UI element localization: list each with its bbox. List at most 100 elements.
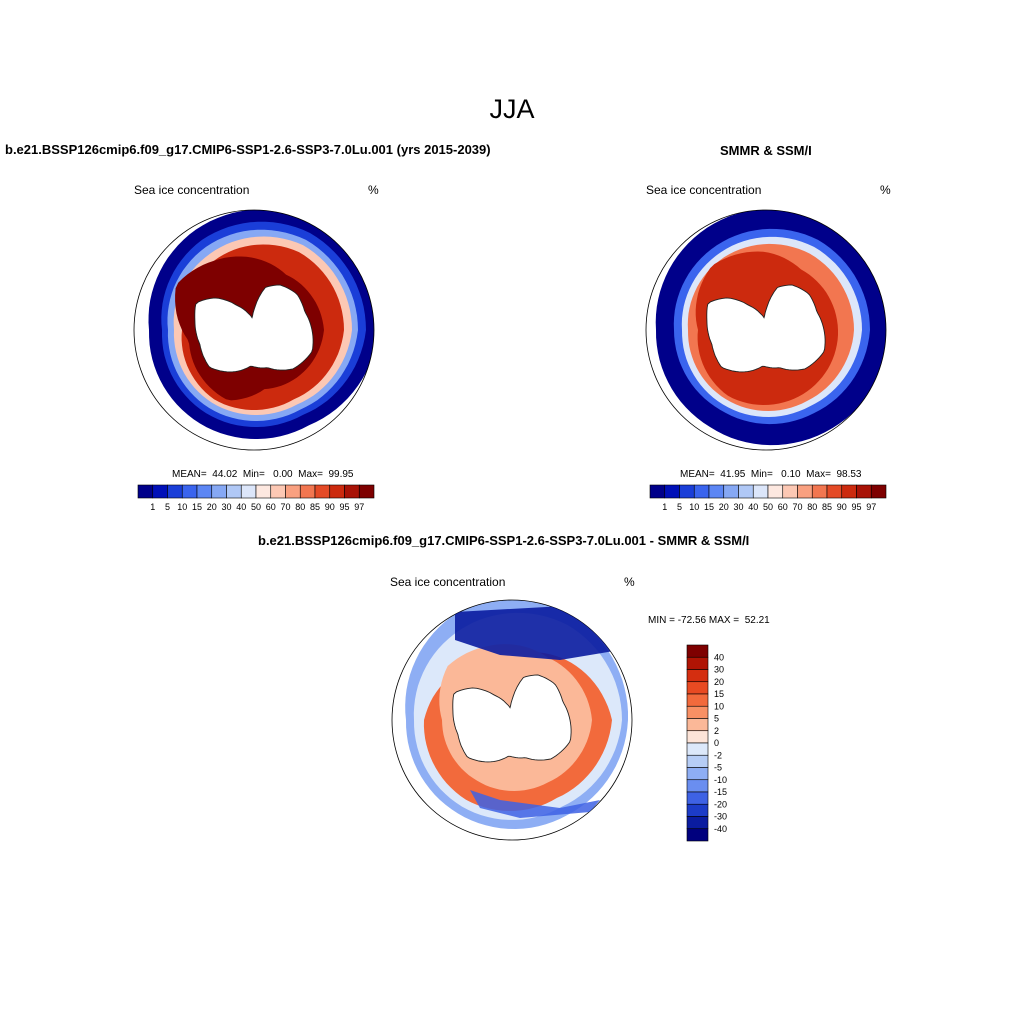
panel2-colorbar-box-11	[797, 484, 813, 499]
panel3-colorbar-tick-label: 30	[714, 665, 724, 675]
panel3-colorbar-box-15	[686, 816, 709, 830]
panel2-colorbar-box-12	[811, 484, 828, 499]
panel2-colorbar-box-1	[649, 484, 666, 499]
panel3-colorbar-tick-label: -30	[714, 812, 727, 822]
panel1-antarctica-outline	[194, 284, 314, 373]
panel3-colorbar-box-7	[686, 718, 709, 732]
panel2-colorbar-box-9	[767, 484, 784, 499]
panel3-colorbar-box-11	[686, 767, 709, 781]
panel2-colorbar-box-3	[679, 484, 695, 499]
panel1-colorbar-tick-label: 20	[207, 502, 217, 512]
panel3-colorbar-box-12	[686, 779, 709, 793]
panel2-colorbar-tick-label: 15	[704, 502, 714, 512]
panel3-antarctica-outline	[452, 674, 572, 763]
panel1-colorbar-tick-label: 1	[150, 502, 155, 512]
panel2-colorbar-box-14	[841, 484, 857, 499]
panel3-variable-label: Sea ice concentration	[390, 575, 506, 589]
panel1-colorbar-box-14	[329, 484, 345, 499]
panel1-colorbar-box-10	[270, 484, 286, 499]
panel1-colorbar-box-11	[285, 484, 301, 499]
panel2-colorbar-tick-label: 1	[662, 502, 667, 512]
panel2-colorbar-box-7	[738, 484, 754, 499]
panel1-colorbar-box-3	[167, 484, 183, 499]
panel2-colorbar-box-8	[752, 484, 769, 499]
panel2-title: SMMR & SSM/I	[720, 143, 812, 158]
panel1-colorbar-tick-label: 85	[310, 502, 320, 512]
panel3-colorbar-box-8	[686, 730, 709, 744]
panel1-colorbar-tick-label: 15	[192, 502, 202, 512]
panel3-colorbar-box-13	[686, 791, 709, 805]
panel2-map	[645, 209, 887, 451]
panel3-stats: MIN = -72.56 MAX = 52.21	[648, 615, 770, 626]
panel2-colorbar-tick-label: 50	[763, 502, 773, 512]
panel3-map	[391, 599, 633, 841]
panel2-colorbar-box-5	[708, 484, 725, 499]
panel2-variable-label: Sea ice concentration	[646, 183, 762, 197]
panel3-colorbar-tick-label: -10	[714, 775, 727, 785]
panel3-colorbar-box-16	[686, 828, 709, 842]
panel1-colorbar-tick-label: 90	[325, 502, 335, 512]
panel3-colorbar-box-9	[686, 742, 709, 756]
panel1-colorbar-box-2	[152, 484, 168, 499]
panel2-colorbar-box-2	[664, 484, 680, 499]
panel1-map-boundary	[133, 209, 375, 451]
panel3-colorbar-tick-label: 0	[714, 738, 719, 748]
panel2-colorbar-tick-label: 95	[851, 502, 861, 512]
panel1-colorbar-box-1	[137, 484, 154, 499]
panel3-colorbar-box-6	[686, 705, 709, 719]
panel1-colorbar-tick-label: 80	[295, 502, 305, 512]
panel3-colorbar-tick-label: 5	[714, 714, 719, 724]
panel2-colorbar-tick-label: 70	[792, 502, 802, 512]
panel1-colorbar-tick-label: 70	[280, 502, 290, 512]
panel2-colorbar-tick-label: 20	[719, 502, 729, 512]
panel1-colorbar-tick-label: 10	[177, 502, 187, 512]
panel3-colorbar-tick-label: -40	[714, 824, 727, 834]
panel3-colorbar-box-2	[686, 656, 709, 670]
panel1-colorbar-tick-label: 60	[266, 502, 276, 512]
panel2-colorbar-tick-label: 97	[866, 502, 876, 512]
panel3-colorbar-tick-label: 20	[714, 677, 724, 687]
panel3-colorbar-box-3	[686, 669, 709, 683]
panel3-colorbar-tick-label: -5	[714, 763, 722, 773]
panel2-colorbar-tick-label: 90	[837, 502, 847, 512]
panel2-colorbar: 1 5 10 15 20 30 40 50 60 70 80 85 90 95 97	[649, 484, 887, 512]
panel3-units-label: %	[624, 575, 635, 589]
panel1-map	[133, 209, 375, 451]
panel3-title: b.e21.BSSP126cmip6.f09_g17.CMIP6-SSP1-2.…	[258, 533, 750, 548]
panel1-colorbar-box-12	[299, 484, 316, 499]
panel2-colorbar-tick-label: 5	[677, 502, 682, 512]
panel2-colorbar-box-6	[723, 484, 739, 499]
panel1-colorbar-tick-label: 40	[236, 502, 246, 512]
panel1-colorbar-tick-label: 95	[339, 502, 349, 512]
panel2-colorbar-tick-label: 30	[733, 502, 743, 512]
panel1-colorbar-tick-label: 30	[221, 502, 231, 512]
panel2-colorbar-box-10	[782, 484, 798, 499]
panel3-colorbar-tick-label: -20	[714, 799, 727, 809]
panel1-colorbar-tick-label: 97	[354, 502, 364, 512]
panel2-colorbar-box-16	[870, 484, 887, 499]
panel1-colorbar-tick-label: 50	[251, 502, 261, 512]
panel3-colorbar-box-1	[686, 644, 709, 658]
panel3-colorbar-box-14	[686, 803, 709, 817]
panel2-colorbar-tick-label: 80	[807, 502, 817, 512]
panel1-colorbar-box-15	[344, 484, 360, 499]
panel1-colorbar-box-7	[226, 484, 242, 499]
panel1-colorbar-tick-label: 5	[165, 502, 170, 512]
panel1-stats: MEAN= 44.02 Min= 0.00 Max= 99.95	[172, 469, 354, 480]
panel3-colorbar-tick-label: 40	[714, 652, 724, 662]
panel1-colorbar-box-4	[181, 484, 198, 499]
panel1-colorbar-box-5	[196, 484, 213, 499]
panel3-colorbar-tick-label: 10	[714, 701, 724, 711]
panel2-antarctica-outline	[706, 284, 826, 373]
panel2-colorbar-tick-label: 60	[778, 502, 788, 512]
panel2-colorbar-tick-label: 85	[822, 502, 832, 512]
panel2-colorbar-box-15	[856, 484, 872, 499]
panel1-colorbar-box-13	[314, 484, 331, 499]
panel1-title: b.e21.BSSP126cmip6.f09_g17.CMIP6-SSP1-2.…	[5, 142, 491, 157]
panel2-units-label: %	[880, 183, 891, 197]
panel3-colorbar-box-4	[686, 681, 709, 695]
panel3-colorbar-box-5	[686, 693, 709, 707]
panel3-colorbar-tick-label: -2	[714, 750, 722, 760]
